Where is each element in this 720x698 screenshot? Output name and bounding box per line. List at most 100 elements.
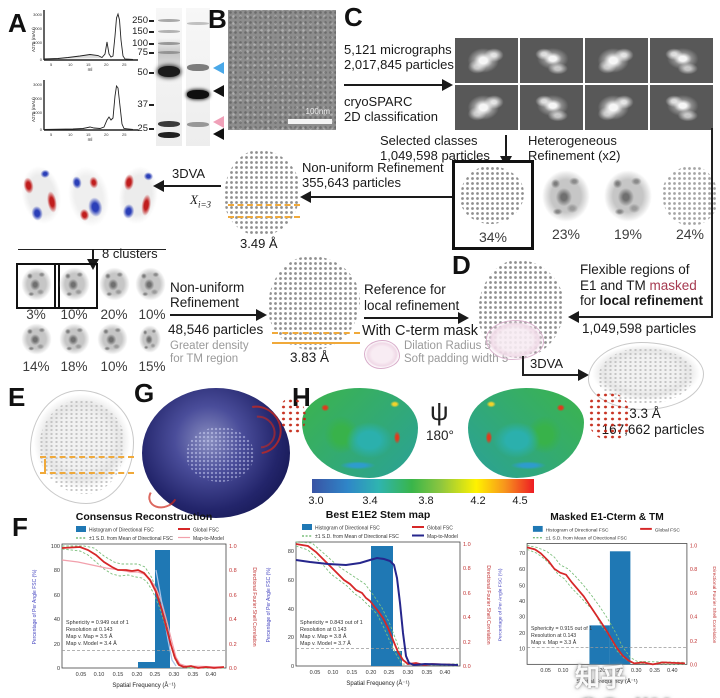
- y-tick: 60: [54, 593, 60, 599]
- plot-title: Consensus Reconstruction: [76, 511, 213, 523]
- y-tick: 40: [288, 607, 294, 613]
- 3d-class-map-noisy: [662, 166, 718, 226]
- panel-c-label: C: [344, 2, 363, 32]
- flow-arrow: [170, 314, 258, 317]
- global-fsc-curve: [526, 546, 686, 666]
- panel-g-label: G: [134, 378, 155, 408]
- y-tick: 1000: [33, 40, 43, 45]
- x-tick: 0.35: [188, 672, 199, 678]
- flex-masked-word: masked: [649, 277, 697, 293]
- x-tick: 0.15: [347, 670, 358, 676]
- legend-sd-label: ±1 S.D. from Mean of Directional FSC: [89, 536, 173, 542]
- nur-label: Non-uniform Refinement: [302, 160, 444, 175]
- gel-marker: 150: [132, 26, 148, 37]
- nur2-particles: 48,546 particles: [168, 322, 264, 337]
- 2d-class-average: [520, 38, 583, 83]
- x-tick: 0.30: [631, 668, 641, 674]
- flex-line-1: Flexible regions of: [580, 262, 690, 277]
- red-streak: [144, 479, 182, 513]
- cluster-percentage: 20%: [100, 307, 128, 322]
- y-tick: 10: [519, 647, 525, 653]
- legend-hist-label: Histogram of Directional FSC: [315, 526, 380, 532]
- scale-bar-label: 100nm: [305, 107, 330, 116]
- panel-a-label: A: [8, 8, 27, 38]
- flex-pre: for: [580, 293, 600, 308]
- flow-arrow: [522, 374, 580, 376]
- panel-e-label: E: [8, 382, 26, 412]
- resolution-colorbar: [312, 479, 534, 493]
- cryo-em-micrograph: 100nm: [228, 10, 336, 130]
- annotation-resolution: Resolution at 0.143: [531, 633, 576, 639]
- y-tick: 0: [57, 666, 60, 672]
- panel-d-label: D: [452, 250, 471, 280]
- psi-rotation-symbol: ψ: [430, 396, 449, 426]
- flow-arrow: [576, 316, 713, 318]
- dva-label: 3DVA: [172, 166, 205, 181]
- gel-marker: 100: [132, 38, 148, 49]
- y-tick: 70: [519, 551, 525, 557]
- panel-b-label: B: [208, 4, 227, 34]
- plot-title: Masked E1-Cterm & TM: [550, 512, 664, 523]
- legend-hist-label: Histogram of Directional FSC: [89, 528, 154, 534]
- y-tick-right: 1.0: [463, 542, 471, 548]
- selected-classes-label: Selected classes: [380, 133, 478, 148]
- cluster-percentage: 14%: [22, 359, 50, 374]
- mask-label: With C-term mask: [362, 323, 478, 339]
- fsc-histogram-bar: [589, 625, 610, 665]
- colorbar-tick: 3.0: [308, 495, 324, 507]
- y-tick-right: 0.2: [690, 639, 697, 645]
- flex-particles: 1,049,598 particles: [582, 321, 697, 336]
- dva-sub: i=3: [197, 199, 212, 210]
- flow-arrow: [310, 196, 454, 199]
- y-tick: 30: [519, 615, 525, 621]
- class-percentage: 19%: [613, 226, 643, 242]
- gel-lane-2: [186, 8, 210, 146]
- c-term-mask-blob: [364, 340, 400, 369]
- 3d-class-map: [602, 168, 654, 224]
- legend-model-label: Map-to-Model: [193, 536, 224, 542]
- y-tick: 80: [288, 549, 294, 555]
- global-fsc-curve: [61, 546, 225, 669]
- y-tick: 2000: [33, 96, 43, 101]
- local-resolution-map-back: [468, 388, 584, 478]
- 2d-class-average: [650, 38, 713, 83]
- colorbar-tick: 4.5: [512, 495, 528, 507]
- y-tick: 3000: [33, 12, 43, 17]
- y-axis-label-right: Directional Fourier Shell Correlation: [711, 566, 717, 643]
- y-tick: 80: [54, 568, 60, 574]
- x-axis-label: ml: [88, 67, 93, 72]
- fsc-histogram-bar: [609, 551, 631, 665]
- class-percentage: 24%: [675, 226, 705, 242]
- legend-model-label: Map-to-Model: [427, 534, 458, 540]
- x-tick: 25: [122, 132, 127, 137]
- x-tick: 0.10: [328, 670, 339, 676]
- 2d-class-average: [585, 85, 648, 130]
- annotation-mapmap: Map v. Map = 3.5 Å: [66, 633, 113, 640]
- sd-upper-curve: [526, 545, 685, 663]
- flow-arrowhead: [568, 311, 579, 323]
- gel-marker: 75: [137, 47, 148, 58]
- y-tick: 60: [288, 578, 294, 584]
- map-to-model-curve: [295, 556, 459, 667]
- sd-lower-curve: [61, 548, 224, 669]
- panel-f-label: F: [12, 512, 28, 542]
- flow-arrow: [344, 84, 444, 87]
- x-axis-label: Spatial Frequency (Å⁻¹): [112, 682, 175, 689]
- nur2-label-1: Non-uniform: [170, 280, 245, 295]
- 3dva-variability-map: [109, 159, 165, 237]
- class-percentage: 23%: [551, 226, 581, 242]
- y-tick-right: 0.0: [463, 664, 471, 670]
- flow-arrowhead: [153, 180, 164, 192]
- consensus-map-3p49: [224, 150, 300, 236]
- annotation-resolution: Resolution at 0.143: [300, 627, 346, 633]
- y-axis-label-right: Directional Fourier Shell Correlation: [485, 565, 491, 644]
- x-tick: 0.05: [310, 670, 321, 676]
- gel-marker: 50: [137, 67, 148, 78]
- x-tick: 0.40: [206, 672, 217, 678]
- nur2-note: Greater density for TM region: [170, 340, 249, 366]
- gel-lane-1: [156, 8, 182, 146]
- legend-hist-swatch: [302, 524, 312, 530]
- fsc-plot-masked: Masked E1-Cterm & TM Histogram of Direct…: [498, 512, 717, 685]
- cluster-percentage: 3%: [26, 307, 46, 322]
- 3d-class-map: [460, 166, 524, 224]
